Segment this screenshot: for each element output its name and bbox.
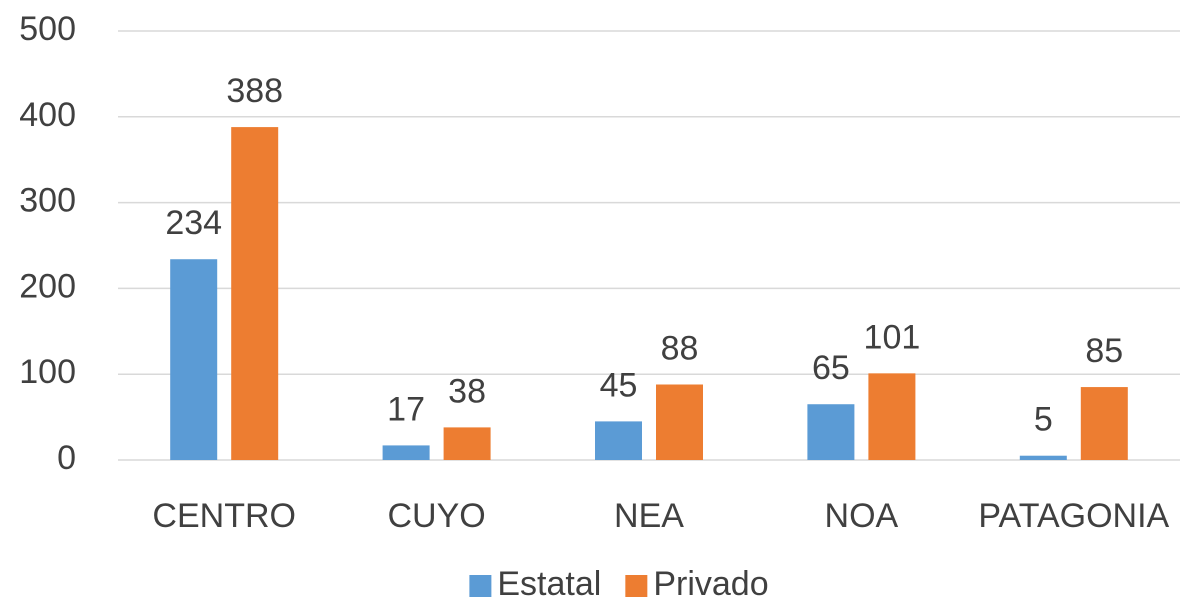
data-label: 65 [812, 349, 850, 387]
bar [868, 373, 916, 460]
legend-swatch [469, 575, 492, 597]
data-label: 45 [600, 366, 638, 404]
x-tick-label: NEA [614, 497, 684, 535]
data-label: 17 [387, 390, 425, 428]
bar [807, 404, 855, 460]
y-tick-label: 300 [19, 182, 76, 220]
x-tick-label: PATAGONIA [978, 497, 1169, 535]
data-label: 101 [864, 318, 921, 356]
x-tick-label: CENTRO [152, 497, 296, 535]
legend-label: Privado [653, 565, 768, 603]
bar [170, 259, 218, 460]
data-label: 38 [448, 372, 486, 410]
x-tick-label: CUYO [387, 497, 485, 535]
y-tick-label: 200 [19, 267, 76, 305]
data-label: 388 [226, 72, 283, 110]
bar [231, 127, 279, 460]
bar [1019, 455, 1067, 460]
data-label: 85 [1085, 332, 1123, 370]
y-tick-label: 100 [19, 353, 76, 391]
bar [656, 384, 703, 460]
data-label: 234 [165, 204, 222, 242]
data-label: 5 [1034, 401, 1053, 439]
y-tick-label: 400 [19, 96, 76, 134]
x-tick-label: NOA [825, 497, 899, 535]
legend-swatch [625, 575, 648, 597]
legend-label: Estatal [497, 565, 601, 603]
bar [1080, 387, 1128, 460]
data-label: 88 [661, 329, 699, 367]
y-tick-label: 500 [19, 10, 76, 48]
y-tick-label: 0 [57, 439, 76, 477]
bar [595, 421, 642, 460]
bar [443, 427, 491, 460]
bar [382, 445, 430, 460]
legend: Estatal Privado [469, 565, 769, 603]
